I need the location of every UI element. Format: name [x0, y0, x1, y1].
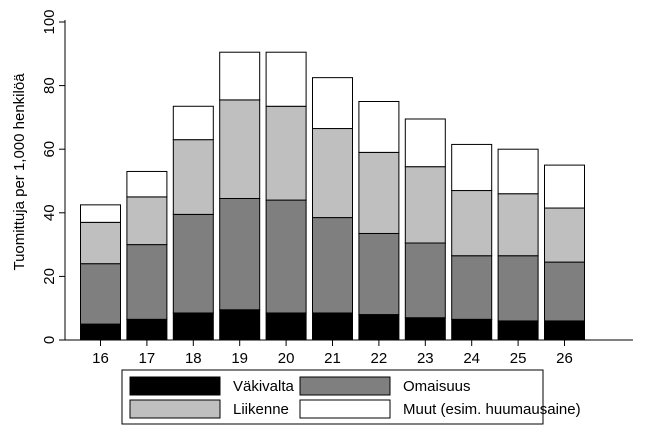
x-tick-label-24: 24: [463, 350, 480, 367]
x-tick-label-26: 26: [556, 350, 573, 367]
bar-segment-26-1: [544, 261, 585, 322]
x-tick-label-21: 21: [324, 350, 341, 367]
legend-swatch-3: [299, 399, 391, 419]
bar-segment-19-3: [219, 51, 261, 101]
bar-segment-22-3: [358, 101, 400, 153]
bar-segment-26-3: [544, 164, 585, 209]
legend-swatch-1: [299, 376, 391, 396]
bar-segment-18-2: [172, 139, 214, 215]
bar-segment-19-2: [219, 99, 261, 199]
bar-segment-17-1: [126, 244, 168, 320]
bar-segment-19-0: [219, 309, 261, 341]
x-tick-label-16: 16: [92, 350, 109, 367]
y-axis-title: Tuomittuja per 1,000 henkilöä: [11, 73, 28, 271]
bar-segment-23-0: [404, 317, 446, 341]
bar-segment-24-0: [451, 318, 493, 341]
bar-segment-24-3: [451, 143, 493, 192]
bar-segment-23-1: [404, 242, 446, 319]
legend-label-3: Muut (esim. huumausaine): [403, 401, 581, 418]
bar-segment-20-1: [265, 199, 307, 314]
bar-segment-18-1: [172, 213, 214, 314]
bar-segment-21-2: [312, 128, 353, 219]
bar-segment-16-2: [80, 221, 121, 265]
x-tick-label-25: 25: [510, 350, 527, 367]
bar-segment-25-3: [497, 148, 539, 195]
legend-label-2: Liikenne: [233, 401, 289, 418]
x-tick-label-17: 17: [139, 350, 156, 367]
bar-segment-21-0: [312, 312, 353, 341]
legend-swatch-0: [129, 376, 221, 396]
bar-segment-23-2: [404, 166, 446, 244]
bar-segment-25-1: [497, 255, 539, 322]
x-tick-label-22: 22: [371, 350, 388, 367]
bar-segment-19-1: [219, 197, 261, 311]
plot-area: 16 17 18 19 20 21 22 23 24 25 26 0 20 40 60 80 100: [41, 9, 633, 367]
y-tick-label-40: 40: [41, 204, 58, 221]
bar-segment-22-2: [358, 151, 400, 234]
x-tick-label-18: 18: [185, 350, 202, 367]
bar-segment-18-3: [172, 105, 214, 141]
bar-segment-25-2: [497, 193, 539, 257]
bar-segment-24-2: [451, 190, 493, 257]
y-tick-label-80: 80: [41, 77, 58, 94]
legend: Väkivalta Omaisuus Liikenne Muut (esim. huu…: [121, 369, 581, 425]
bar-segment-17-0: [126, 318, 168, 341]
bar-segment-21-3: [312, 77, 353, 130]
bar-segment-26-0: [544, 320, 585, 341]
bar-segment-25-0: [497, 320, 539, 341]
y-tick-label-60: 60: [41, 141, 58, 158]
bar-segment-20-0: [265, 312, 307, 341]
bar-segment-22-0: [358, 314, 400, 341]
x-tick-label-20: 20: [278, 350, 295, 367]
x-tick-label-19: 19: [231, 350, 248, 367]
bar-segment-17-3: [126, 170, 168, 198]
bar-segment-16-0: [80, 323, 121, 341]
bar-segment-22-1: [358, 232, 400, 316]
y-tick-label-100: 100: [41, 9, 58, 34]
bar-segment-18-0: [172, 312, 214, 341]
bar-segment-16-1: [80, 263, 121, 325]
bar-segment-20-2: [265, 105, 307, 201]
y-tick-label-20: 20: [41, 268, 58, 285]
bar-segment-20-3: [265, 51, 307, 107]
bar-segment-23-3: [404, 118, 446, 168]
bar-segment-24-1: [451, 255, 493, 320]
legend-swatch-2: [129, 399, 221, 419]
y-tick-label-0: 0: [41, 336, 58, 344]
legend-label-0: Väkivalta: [233, 378, 295, 395]
bar-segment-26-2: [544, 207, 585, 263]
bar-segment-17-2: [126, 196, 168, 246]
bar-segment-16-3: [80, 204, 121, 223]
legend-label-1: Omaisuus: [403, 378, 471, 395]
bar-segment-21-1: [312, 217, 353, 314]
x-tick-label-23: 23: [417, 350, 434, 367]
